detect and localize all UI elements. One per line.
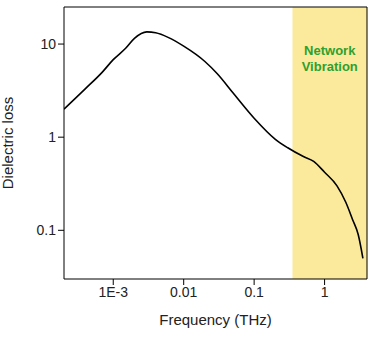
svg-text:1: 1: [321, 284, 329, 300]
svg-text:10: 10: [40, 36, 56, 52]
svg-text:0.1: 0.1: [244, 284, 264, 300]
svg-text:Frequency (THz): Frequency (THz): [159, 311, 272, 328]
svg-text:NetworkVibration: NetworkVibration: [302, 43, 358, 74]
svg-text:1E-3: 1E-3: [98, 284, 128, 300]
svg-text:0.1: 0.1: [37, 222, 57, 238]
svg-text:Dielectric loss: Dielectric loss: [0, 97, 16, 190]
svg-text:1: 1: [48, 129, 56, 145]
svg-text:0.01: 0.01: [170, 284, 197, 300]
